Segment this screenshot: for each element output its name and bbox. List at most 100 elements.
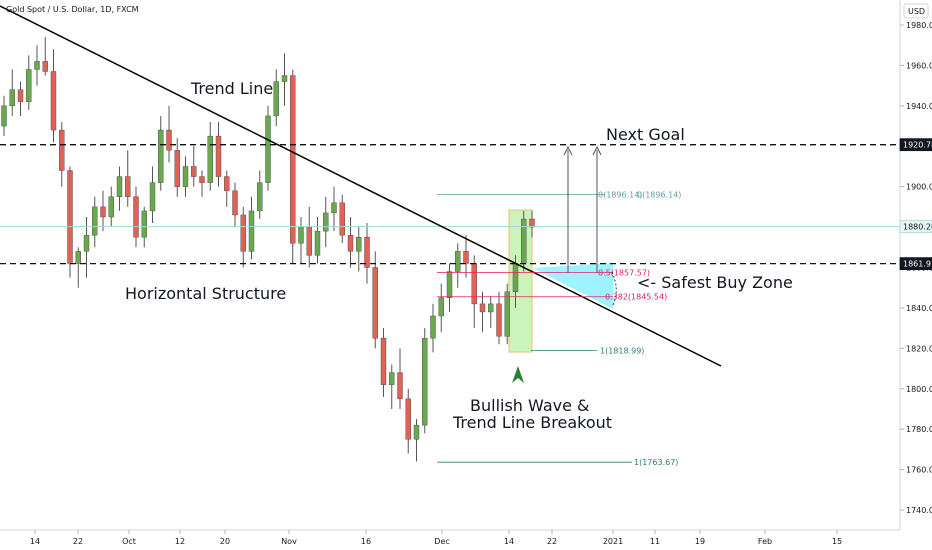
candle-bull (182, 166, 189, 187)
annotation-bullish-wave-line1: Bullish Wave & (470, 396, 590, 415)
candle-bear (224, 176, 230, 191)
fib-label: 0.5(1857.57) (598, 268, 650, 277)
candle-bull (413, 424, 420, 440)
annotation-trend-line: Trend Line (190, 79, 273, 98)
candle-bull (248, 210, 255, 252)
fib-label: 1(1763.67) (634, 458, 678, 467)
y-tick-label: 1960.00 (906, 61, 932, 70)
candle-bear (100, 206, 106, 218)
buy-zone-curve-arrow (611, 271, 617, 306)
price-tag-label: 1920.78 (903, 141, 932, 150)
y-tick-label: 1800.00 (906, 385, 932, 394)
fib-label: 0.382(1845.54) (605, 293, 667, 302)
candle-bear (529, 218, 535, 228)
candle-bull (158, 129, 164, 183)
candle-bear (380, 338, 387, 385)
x-tick-label: 22 (73, 537, 83, 546)
candle-bull (331, 202, 337, 214)
candle-bull (422, 338, 428, 426)
safest-buy-zone (533, 263, 613, 309)
candle-bear (199, 176, 205, 183)
trend-line (0, 5, 722, 367)
candle-bear (166, 129, 172, 151)
y-tick-label: 1740.00 (906, 506, 932, 515)
price-tag (899, 138, 932, 152)
candle-bear (59, 129, 65, 171)
candle-bull (1, 105, 7, 127)
x-tick-label: 22 (547, 537, 557, 546)
annotation-safest-buy-zone: <- Safest Buy Zone (637, 273, 793, 292)
candle-bull (298, 226, 304, 244)
annotation-bullish-wave-line2: Trend Line Breakout (452, 413, 612, 432)
candle-bull (430, 315, 436, 339)
candle-bull (389, 372, 395, 385)
fib-label: 0(1896.14) (637, 190, 681, 199)
x-tick-label: Dec (434, 537, 449, 546)
y-tick-label: 1760.00 (906, 466, 932, 475)
candle-bull (446, 271, 453, 299)
candle-bull (281, 75, 288, 82)
candle-bear (50, 71, 57, 131)
candle-bull (92, 206, 98, 236)
fib-label: 0(1896.14) (598, 190, 642, 199)
annotation-next-goal: Next Goal (606, 125, 685, 144)
candle-bull (9, 89, 15, 107)
x-tick-label: Nov (281, 537, 297, 546)
candle-bull (356, 236, 362, 252)
candle-bear (339, 202, 345, 236)
price-tag (899, 220, 932, 234)
candle-bear (215, 135, 222, 177)
candle-bull (323, 212, 329, 232)
candle-bear (479, 303, 486, 313)
price-tag-label: 1861.91 (903, 260, 932, 269)
x-tick-label: 16 (361, 537, 371, 546)
y-tick-label: 1980.00 (906, 21, 932, 30)
x-tick-label: 14 (30, 537, 40, 546)
x-tick-label: 20 (220, 537, 230, 546)
candle-bear (372, 267, 378, 339)
price-tag-label: 1880.20 (903, 223, 932, 232)
candle-bull (265, 115, 271, 183)
x-tick-label: 2021 (603, 537, 623, 546)
candle-bear (397, 372, 403, 400)
candle-bear (191, 166, 197, 177)
candle-bear (471, 263, 477, 305)
bullish-wave-box (508, 209, 533, 353)
candle-bull (504, 291, 510, 337)
candle-bear (405, 398, 411, 440)
y-tick-label: 1780.00 (906, 425, 932, 434)
candle-bear (347, 234, 354, 252)
x-tick-label: 12 (175, 537, 185, 546)
candle-bull (26, 69, 32, 102)
x-tick-label: 11 (650, 537, 660, 546)
candle-bear (364, 236, 370, 268)
candle-bull (455, 251, 461, 272)
x-tick-label: 15 (832, 537, 842, 546)
y-tick-label: 1840.00 (906, 304, 932, 313)
fib-label: 1(1818.99) (600, 346, 644, 355)
candle-bull (207, 135, 213, 183)
candle-bear (17, 89, 24, 102)
y-tick-label: 1900.00 (906, 183, 932, 192)
candle-bull (512, 263, 519, 292)
x-tick-label: 19 (695, 537, 705, 546)
candle-bull (34, 61, 40, 70)
candle-bear (463, 251, 469, 264)
chart-title: Gold Spot / U.S. Dollar, 1D, FXCM (6, 5, 139, 14)
candle-bear (174, 150, 180, 187)
candle-bull (141, 210, 147, 238)
candle-bull (83, 234, 90, 252)
x-tick-label: Oct (122, 537, 136, 546)
candle-bull (521, 218, 527, 264)
candle-bull (273, 81, 279, 117)
x-tick-label: 14 (504, 537, 514, 546)
candle-bull (108, 196, 114, 218)
candle-bull (488, 303, 494, 313)
y-tick-label: 1940.00 (906, 102, 932, 111)
y-tick-label: 1820.00 (906, 344, 932, 353)
currency-badge[interactable] (903, 3, 929, 19)
annotation-horizontal-structure: Horizontal Structure (125, 284, 286, 303)
candle-bull (116, 176, 123, 197)
